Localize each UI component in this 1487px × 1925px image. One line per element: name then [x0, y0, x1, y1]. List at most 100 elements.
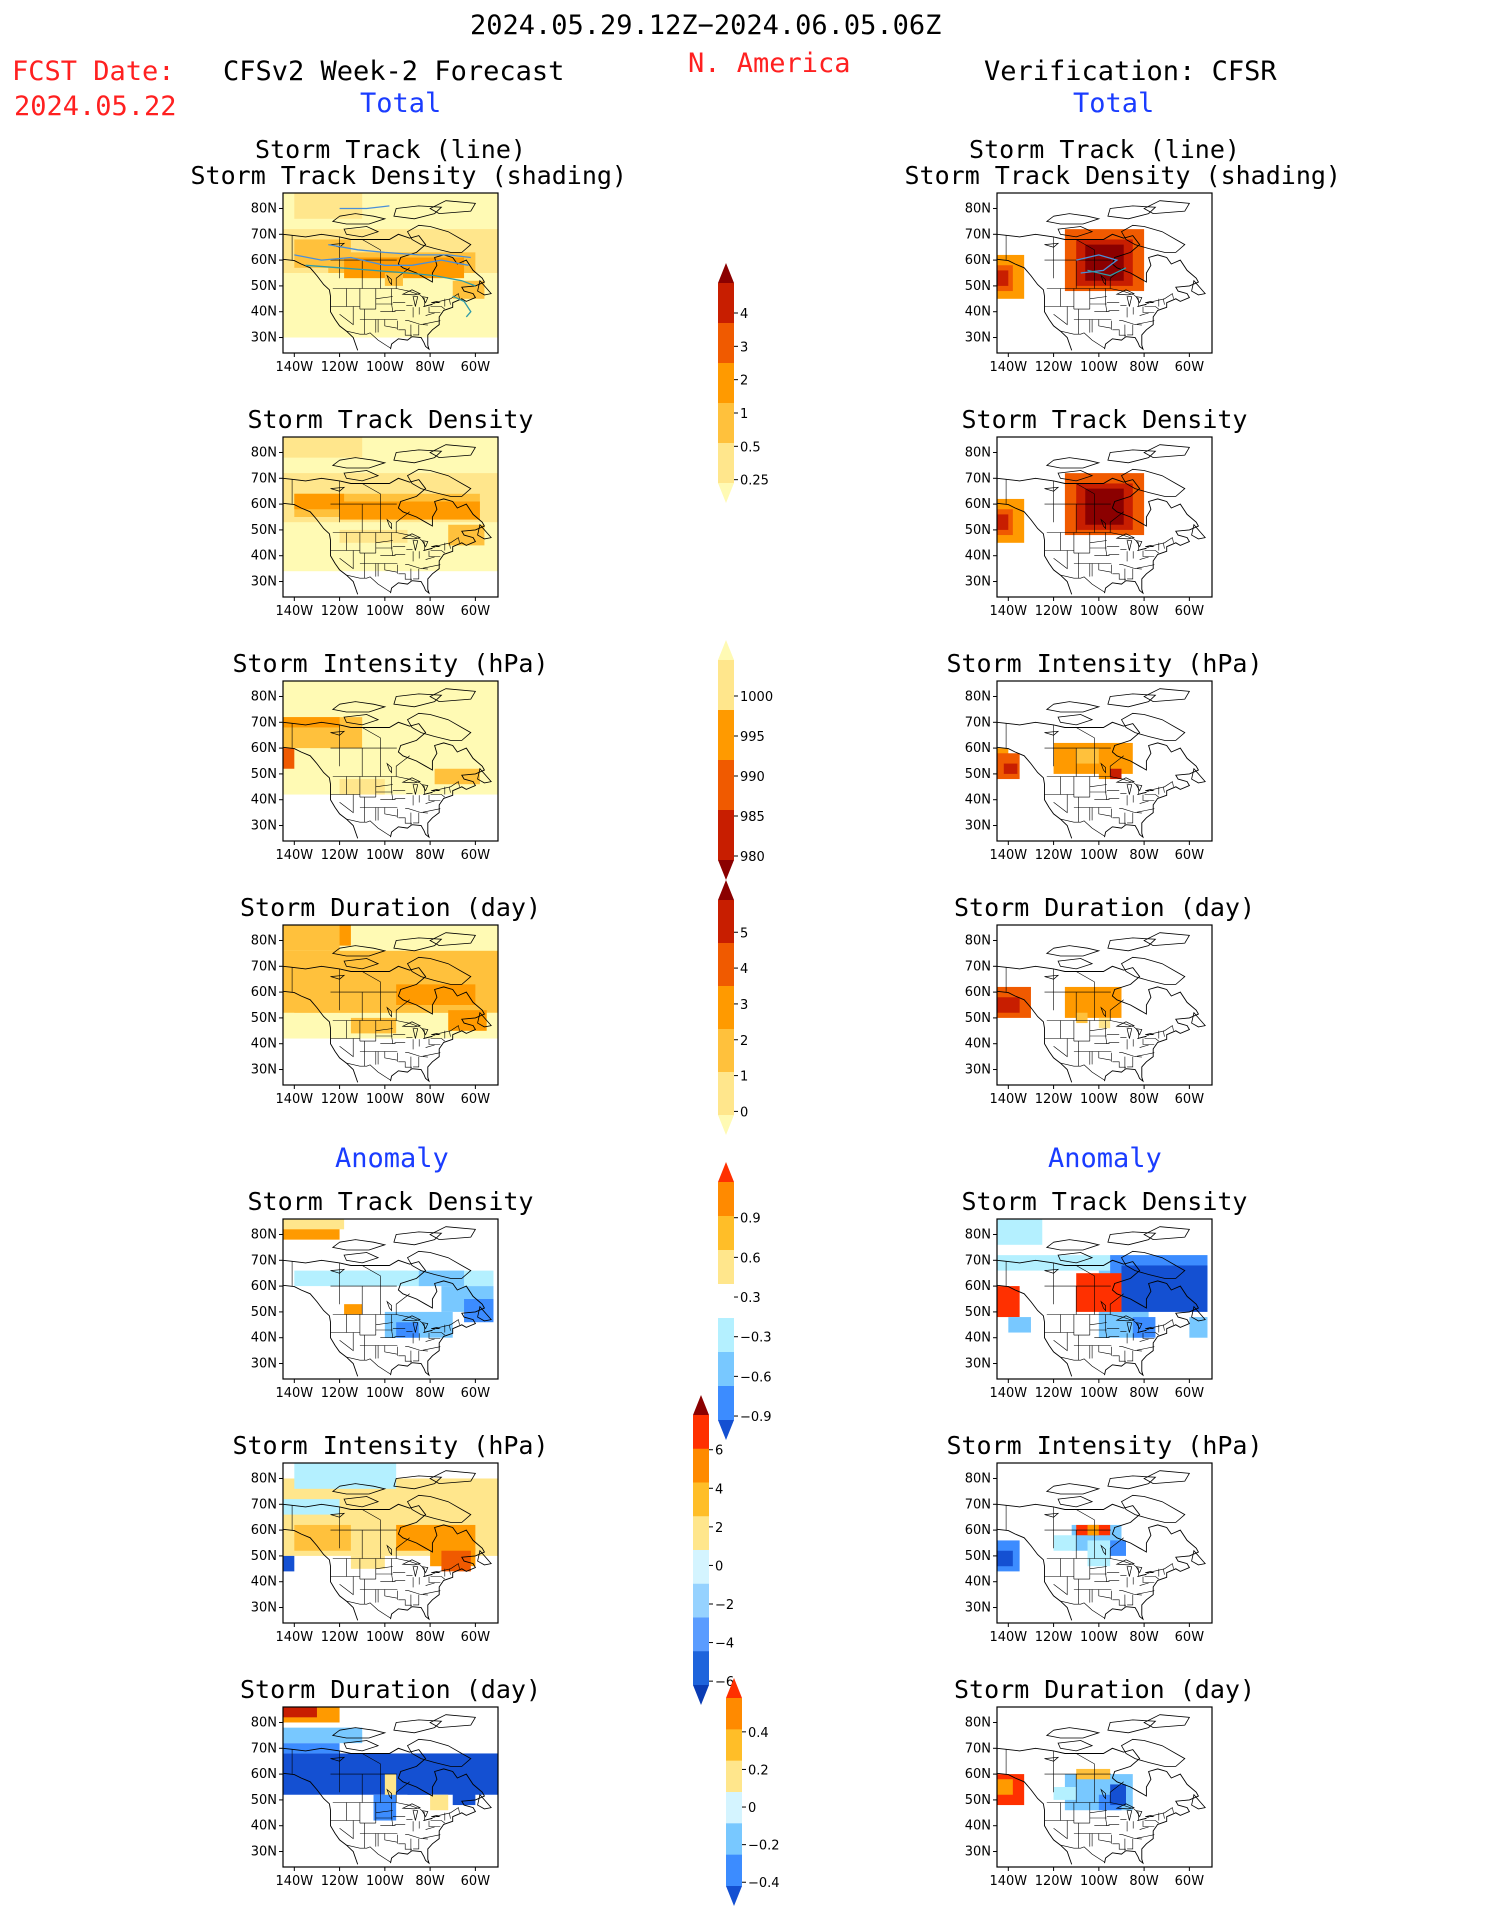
border-line [375, 1566, 393, 1570]
lake-outline [1044, 974, 1060, 980]
lake-outline [1100, 762, 1106, 774]
colorbar-cap [718, 880, 734, 900]
border-line [1163, 786, 1165, 793]
coastline [283, 233, 486, 351]
island-outline [1045, 1727, 1101, 1739]
lat-tick-label: 50N [965, 767, 991, 782]
lat-tick-label: 50N [965, 523, 991, 538]
lon-tick-label: 80W [1129, 360, 1159, 375]
border-line [1136, 568, 1142, 570]
border-line [1110, 1802, 1174, 1821]
border-line [1109, 1293, 1124, 1315]
verification-map-panel: 80N 70N 60N 50N 40N 30N 140W 120W 100W 80W 60W [965, 436, 1213, 619]
lat-tick-label: 30N [965, 575, 991, 590]
coastline [997, 965, 1200, 1083]
coastline [997, 721, 1200, 839]
border-line [428, 1576, 441, 1583]
border-line [362, 239, 381, 261]
border-line [1053, 1576, 1068, 1596]
shading-cell [430, 1794, 449, 1811]
island-outline [477, 1793, 492, 1810]
shading-cell [294, 1463, 397, 1489]
lake-outline [421, 540, 429, 548]
shading-cell [441, 1550, 471, 1572]
shading-cell [294, 493, 345, 510]
border-line [425, 800, 435, 804]
forecast-total-label: Total [360, 88, 442, 119]
shading-cell [384, 1774, 397, 1795]
lon-tick-label: 60W [461, 1092, 491, 1107]
lat-tick-label: 40N [251, 1037, 277, 1052]
border-line [1139, 1582, 1149, 1586]
border-line [1144, 1576, 1159, 1580]
lon-tick-label: 120W [321, 1874, 359, 1889]
border-line [1163, 542, 1165, 549]
island-outline [1191, 279, 1206, 296]
colorbar-label: 0.25 [740, 474, 769, 489]
lat-tick-label: 70N [965, 715, 991, 730]
border-line [430, 550, 445, 554]
border-line [1109, 755, 1124, 777]
island-outline [1191, 767, 1206, 784]
island-outline [1045, 457, 1101, 469]
border-line [405, 808, 441, 813]
lat-tick-label: 40N [965, 1331, 991, 1346]
border-line [384, 1051, 398, 1061]
coastline [283, 477, 486, 595]
border-line [1136, 1838, 1142, 1840]
border-line [362, 727, 381, 749]
shading-cell [350, 1555, 385, 1569]
lake-outline [1100, 518, 1106, 530]
island-outline [477, 767, 492, 784]
verification-map-panel: 80N 70N 60N 50N 40N 30N 140W 120W 100W 80W 60W [965, 1706, 1213, 1889]
border-line [428, 1332, 441, 1339]
border-line [395, 1537, 410, 1559]
border-line [384, 1589, 398, 1599]
border-line [1060, 818, 1105, 837]
border-line [375, 1810, 393, 1814]
shading-cell [283, 925, 340, 951]
border-line [1136, 1350, 1142, 1352]
colorbar-segment [693, 1415, 709, 1450]
lat-tick-label: 50N [251, 1793, 277, 1808]
island-outline [1057, 1496, 1094, 1508]
colorbar-cap [718, 263, 734, 283]
border-line [362, 1753, 381, 1775]
island-outline [393, 693, 443, 708]
lon-tick-label: 80W [415, 360, 445, 375]
island-outline [1143, 444, 1191, 459]
track-density-anomaly-colorbar: 0.9 0.6 0.3 −0.3 −0.6 −0.9 [718, 1162, 794, 1444]
island-outline [1045, 1239, 1101, 1251]
island-outline [406, 712, 472, 741]
lon-tick-label: 140W [275, 360, 313, 375]
colorbar-segment [718, 1352, 734, 1387]
island-outline [1107, 937, 1157, 952]
colorbar-segment [693, 1617, 709, 1652]
lat-tick-label: 60N [251, 1279, 277, 1294]
lon-tick-label: 120W [321, 360, 359, 375]
shading-cell [1189, 1317, 1208, 1338]
lat-tick-label: 60N [965, 1767, 991, 1782]
shading-cell [997, 1779, 1013, 1795]
border-line [1144, 550, 1159, 554]
lat-tick-label: 70N [251, 1497, 277, 1512]
border-line [339, 550, 354, 570]
border-line [1142, 1820, 1155, 1827]
lat-tick-label: 40N [251, 549, 277, 564]
colorbar-segment [718, 710, 734, 761]
border-line [1076, 1509, 1095, 1531]
shading-cell [283, 1707, 317, 1718]
border-line [422, 1594, 428, 1596]
island-outline [429, 200, 477, 215]
border-line [384, 563, 398, 573]
border-line [1060, 574, 1105, 593]
border-line [398, 573, 412, 580]
lat-tick-label: 30N [251, 1845, 277, 1860]
border-line [398, 817, 412, 824]
island-outline [1120, 468, 1186, 497]
border-line [1112, 1599, 1126, 1606]
border-line [413, 1838, 420, 1850]
border-line [346, 818, 391, 837]
colorbar-cap [726, 1678, 742, 1698]
lon-tick-label: 60W [1175, 1630, 1205, 1645]
